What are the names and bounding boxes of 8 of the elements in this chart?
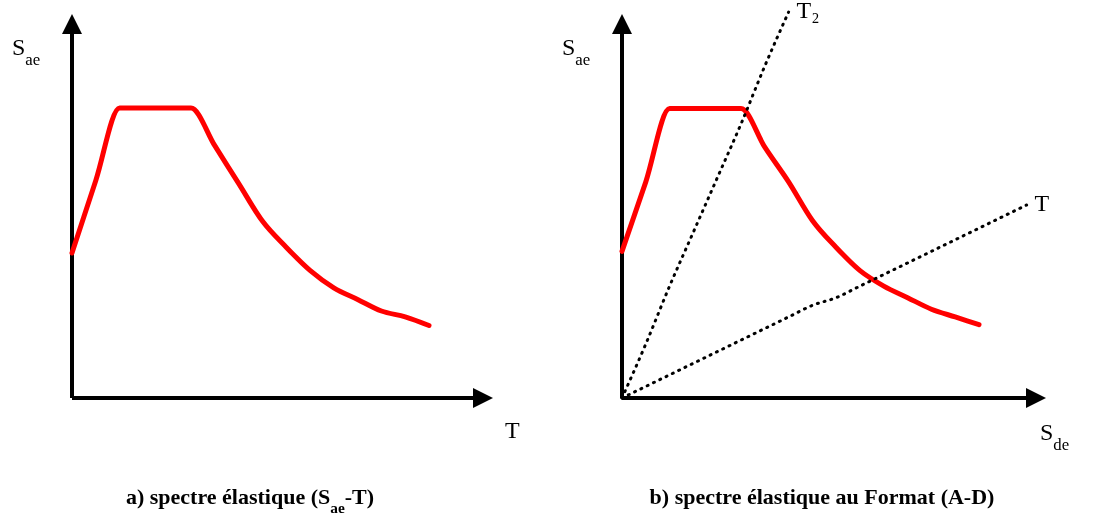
series-label: T₂ bbox=[796, 0, 820, 23]
y-axis-title: S$_{ae}$ bbox=[562, 34, 591, 69]
text: a) spectre élastique (S$_{ae}$-T) bbox=[125, 484, 375, 516]
y-axis-title: S$_{ae}$ bbox=[12, 34, 41, 69]
text: b) spectre élastique au Format (A-D) bbox=[649, 484, 995, 509]
x-axis-title: S$_{de}$ bbox=[1040, 419, 1070, 454]
x-axis-title: T bbox=[505, 417, 520, 443]
series-label: T bbox=[1034, 190, 1050, 216]
